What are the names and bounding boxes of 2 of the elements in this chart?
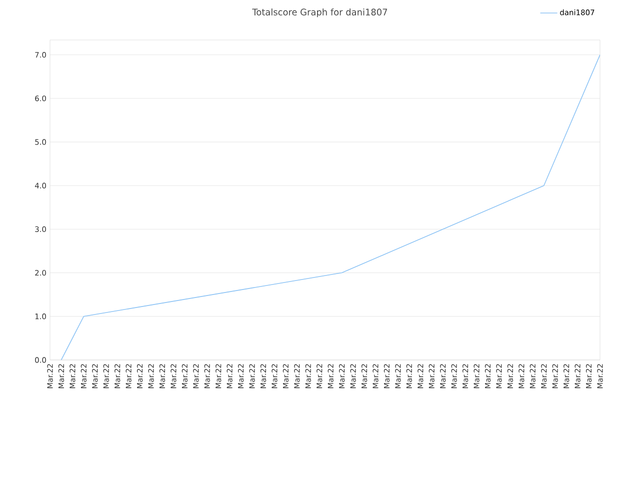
line-series <box>60 54 600 360</box>
chart-title: Totalscore Graph for dani1807 <box>252 8 388 18</box>
